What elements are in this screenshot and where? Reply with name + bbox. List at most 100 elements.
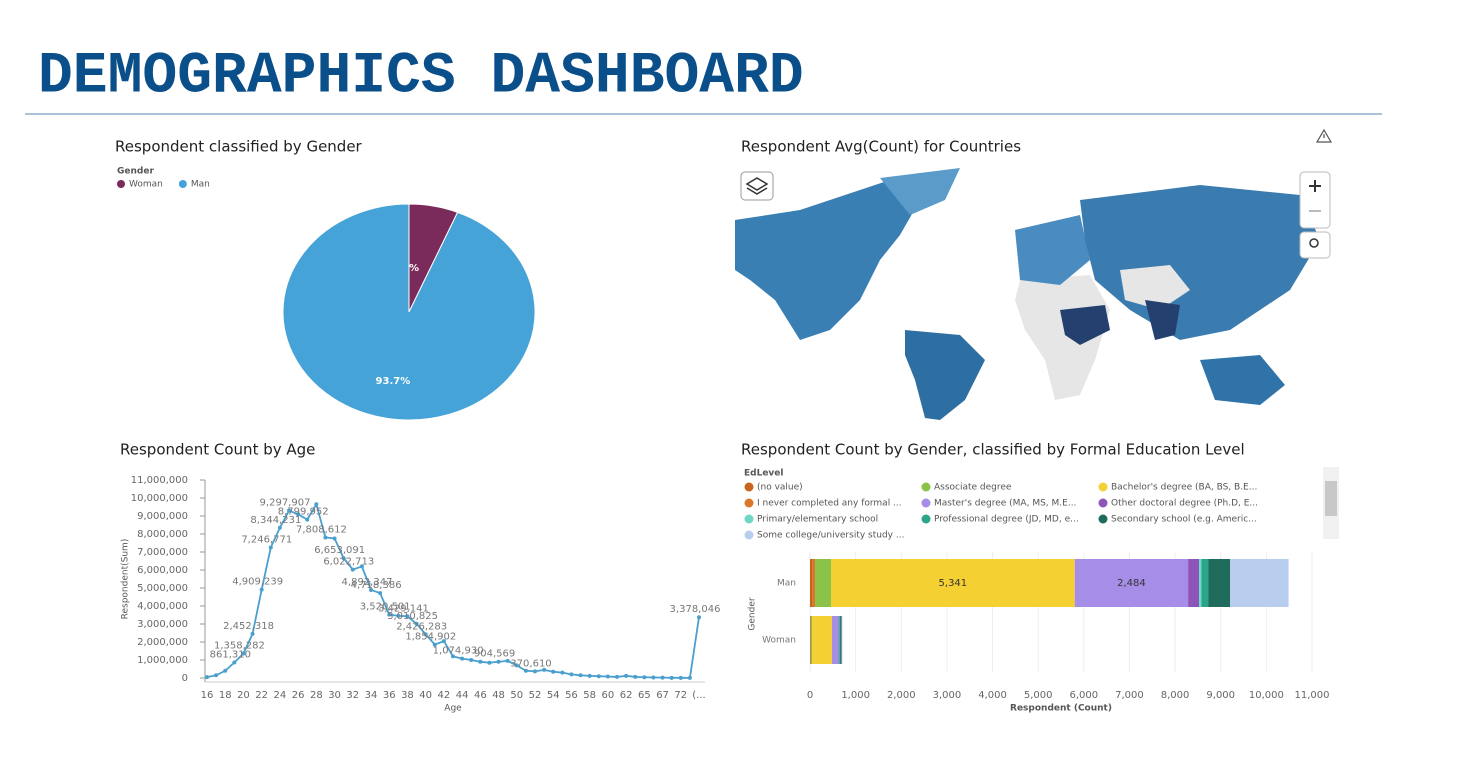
point [624,673,629,678]
x-tick-label: 5,000 [1024,690,1053,701]
legend-swatch [117,180,125,188]
map [733,128,1340,420]
x-tick-label: 9,000 [1206,690,1235,701]
data-label: 3,378,046 [670,604,721,615]
x-tick-label: 52 [529,690,542,701]
legend-label: I never completed any formal ... [757,499,902,509]
data-label: 2,452,318 [223,621,274,632]
layers-button[interactable] [740,171,774,201]
y-tick-label: 4,000,000 [137,601,188,612]
y-tick-label: 9,000,000 [137,511,188,522]
point [287,508,291,513]
warning-icon[interactable] [1315,128,1333,143]
bar-segment [1201,559,1209,607]
bar-segment [831,616,838,664]
legend-swatch [744,498,754,508]
point [250,631,255,636]
legend-swatch [744,530,754,540]
point [596,674,601,679]
data-label: 7,808,612 [296,524,347,535]
data-label: 5,341 [939,578,968,589]
scroll-thumb[interactable] [1325,481,1337,516]
search-icon [1309,238,1319,248]
point [523,668,528,673]
zoom-controls[interactable] [1299,171,1331,229]
x-tick-label: 72 [674,690,687,701]
data-label: 6,653,091 [314,545,365,556]
north-america [735,175,920,340]
y-tick-label: 2,000,000 [137,637,188,648]
search-button[interactable] [1299,231,1331,259]
point [605,674,610,679]
africa-dark [1060,305,1110,345]
bar-segment [810,616,813,664]
x-tick-label: 32 [346,690,359,701]
legend-swatch [921,514,931,524]
point [350,567,355,572]
data-label: 8,344,231 [250,515,301,526]
x-tick-label: 48 [492,690,505,701]
x-tick-label: 36 [383,690,396,701]
point [578,673,583,678]
x-tick-label: 24 [274,690,287,701]
legend-swatch [178,180,187,188]
x-tick-label: 0 [807,690,813,701]
x-tick-label: 20 [237,690,250,701]
point [551,669,556,674]
zoom-in[interactable] [1309,180,1321,192]
point [487,660,492,665]
legend-swatch [1098,498,1108,508]
point [451,654,455,659]
x-tick-label: 40 [419,690,432,701]
asia-light [1120,265,1190,310]
bar-segment [839,616,841,664]
y-tick-label: 1,000,000 [137,655,188,666]
bar-segment [812,559,816,607]
legend-label: Associate degree [934,483,1012,493]
bar-segment [815,559,831,607]
x-tick-label: 50 [510,690,523,701]
point [341,556,346,561]
x-tick-label: 11,000 [1295,690,1330,701]
point [432,642,437,647]
x-tick-label: 4,000 [978,690,1007,701]
point [542,667,547,672]
bar-segment [1208,559,1231,607]
x-tick-label: 7,000 [1115,690,1144,701]
legend-label: Man [191,180,210,190]
point [514,663,519,668]
bar-segment [841,616,843,664]
data-label: 904,569 [474,649,515,660]
chart-title: Respondent Count by Age [120,441,315,459]
x-axis-label: Respondent (Count) [1010,704,1112,714]
bar-segment [1074,559,1189,607]
point [678,675,683,680]
legend-swatch [744,482,754,492]
europe [1015,215,1090,285]
point [533,669,537,674]
legend-label: Master's degree (MA, MS, M.E... [934,499,1076,509]
point [651,675,656,680]
bar-segment [1199,559,1202,607]
point [296,512,301,517]
layers-icon [745,177,769,195]
bar-segment [837,616,839,664]
data-label: 2,426,283 [396,621,447,632]
legend-label: Bachelor's degree (BA, BS, B.E... [1111,483,1257,493]
point [359,564,364,569]
x-tick-label: 28 [310,690,323,701]
x-tick-label: 1,000 [841,690,870,701]
y-tick-label: 6,000,000 [137,565,188,576]
greenland [880,168,960,215]
y-axis-label: Gender [748,597,758,630]
legend-label: Professional degree (JD, MD, e... [934,515,1079,525]
point [214,673,219,678]
data-label: 2,484 [1117,578,1146,589]
bar-segment [1188,559,1200,607]
slice-label: 93.7% [376,376,411,387]
point [569,672,574,677]
data-label: 1,358,282 [214,641,265,652]
x-tick-label: 65 [638,690,651,701]
point [396,613,401,618]
